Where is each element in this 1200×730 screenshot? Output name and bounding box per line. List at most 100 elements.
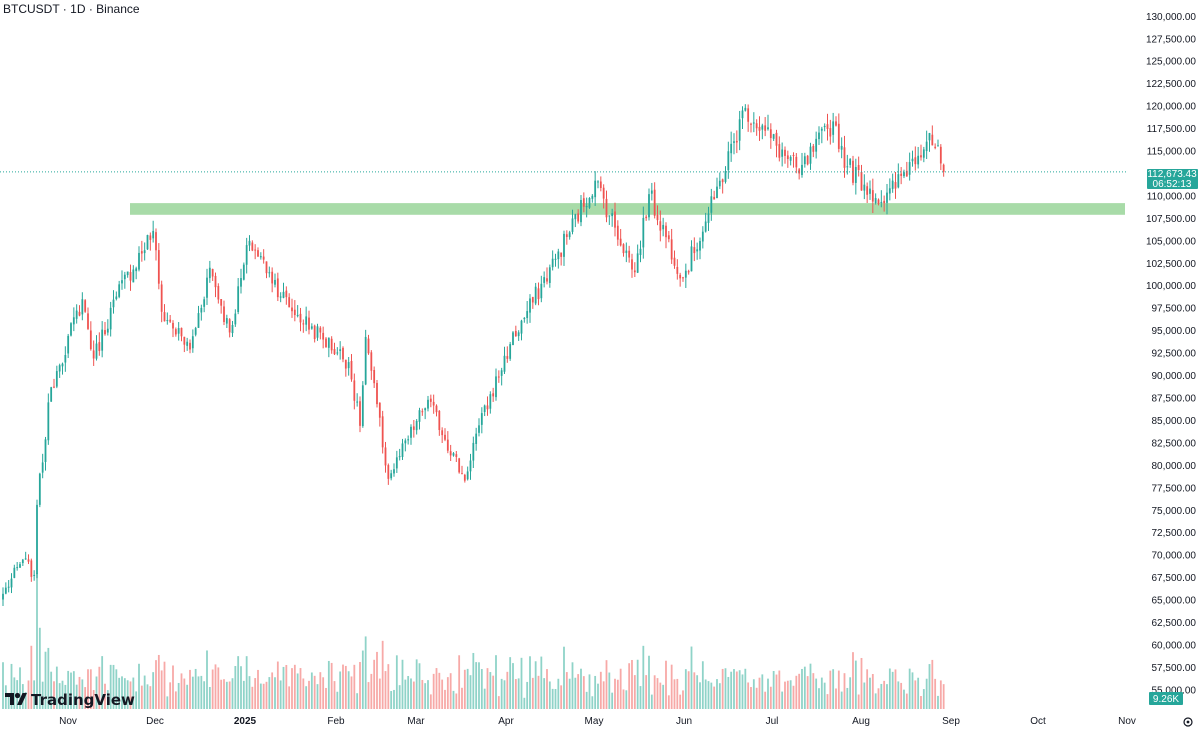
candle[interactable] — [364, 329, 367, 386]
candle[interactable] — [628, 245, 631, 263]
candle[interactable] — [565, 230, 568, 245]
candle[interactable] — [98, 332, 101, 356]
candle[interactable] — [75, 304, 78, 324]
candle[interactable] — [180, 327, 183, 342]
candle[interactable] — [840, 137, 843, 159]
candle[interactable] — [132, 265, 135, 283]
candle[interactable] — [412, 419, 415, 438]
candle[interactable] — [727, 141, 730, 179]
candle[interactable] — [801, 152, 803, 178]
candle[interactable] — [291, 298, 293, 318]
candle[interactable] — [242, 262, 245, 281]
candle[interactable] — [174, 327, 177, 337]
candle[interactable] — [563, 230, 565, 266]
candle[interactable] — [410, 424, 412, 445]
candle[interactable] — [293, 300, 296, 322]
candle[interactable] — [104, 321, 106, 336]
candle[interactable] — [449, 444, 452, 462]
candle[interactable] — [152, 220, 155, 243]
candle[interactable] — [67, 333, 70, 359]
candle[interactable] — [274, 273, 276, 288]
candle[interactable] — [118, 280, 121, 299]
candle[interactable] — [10, 573, 13, 594]
candle[interactable] — [361, 381, 364, 428]
candle[interactable] — [404, 438, 407, 452]
candle[interactable] — [871, 178, 874, 214]
candle[interactable] — [905, 161, 908, 177]
candle[interactable] — [407, 435, 410, 445]
candle[interactable] — [220, 299, 223, 314]
candle[interactable] — [7, 580, 10, 593]
candle[interactable] — [112, 290, 115, 314]
candle[interactable] — [302, 319, 305, 333]
candle[interactable] — [733, 133, 735, 155]
candle[interactable] — [50, 386, 53, 402]
candle[interactable] — [169, 315, 172, 323]
candle[interactable] — [373, 366, 376, 388]
candle[interactable] — [772, 133, 775, 141]
candle[interactable] — [806, 154, 809, 166]
candle[interactable] — [446, 431, 449, 454]
candle[interactable] — [353, 373, 356, 410]
candle[interactable] — [438, 410, 441, 436]
candle[interactable] — [939, 144, 942, 170]
candle[interactable] — [322, 326, 325, 349]
candle[interactable] — [931, 125, 934, 146]
candle[interactable] — [642, 206, 645, 259]
candle[interactable] — [920, 144, 922, 161]
candle[interactable] — [679, 272, 682, 287]
candle[interactable] — [106, 319, 109, 336]
candle[interactable] — [625, 242, 628, 263]
candle[interactable] — [750, 122, 752, 133]
candle[interactable] — [670, 228, 673, 264]
candle[interactable] — [268, 266, 271, 278]
candle[interactable] — [903, 169, 905, 179]
candle[interactable] — [520, 319, 523, 341]
candle[interactable] — [747, 104, 750, 132]
candle[interactable] — [13, 564, 16, 579]
candle[interactable] — [843, 135, 846, 178]
candle[interactable] — [384, 441, 387, 473]
candle[interactable] — [316, 323, 319, 341]
candle[interactable] — [540, 275, 543, 303]
candle[interactable] — [781, 142, 784, 167]
candle[interactable] — [44, 436, 47, 471]
candle[interactable] — [942, 163, 945, 177]
candle[interactable] — [758, 116, 761, 141]
candle[interactable] — [305, 306, 308, 332]
candle[interactable] — [21, 558, 24, 566]
candle[interactable] — [752, 112, 755, 133]
candle[interactable] — [693, 237, 696, 262]
candle[interactable] — [228, 318, 231, 338]
candle[interactable] — [523, 317, 526, 323]
candle[interactable] — [622, 243, 625, 257]
time-axis[interactable]: Nov Dec 2025 Feb Mar Apr May Jun Jul Aug Sep Oct Nov — [59, 716, 1136, 727]
candle[interactable] — [16, 561, 19, 571]
candle[interactable] — [534, 282, 537, 306]
candle[interactable] — [492, 387, 495, 402]
candle[interactable] — [189, 339, 191, 354]
candle[interactable] — [121, 270, 123, 290]
candle[interactable] — [639, 240, 642, 263]
candle[interactable] — [716, 177, 718, 199]
candle[interactable] — [602, 184, 605, 209]
candle[interactable] — [514, 325, 517, 337]
candle[interactable] — [500, 367, 503, 386]
candle[interactable] — [70, 322, 72, 337]
candle[interactable] — [251, 240, 254, 252]
candle[interactable] — [342, 346, 344, 363]
candle[interactable] — [19, 561, 21, 568]
candle[interactable] — [764, 117, 767, 137]
candle[interactable] — [160, 280, 163, 323]
candle[interactable] — [486, 396, 489, 416]
candle[interactable] — [897, 163, 900, 189]
candle[interactable] — [925, 130, 928, 159]
candle[interactable] — [435, 404, 438, 417]
candle[interactable] — [599, 176, 602, 192]
candle[interactable] — [597, 180, 599, 189]
candle[interactable] — [455, 451, 458, 462]
candle[interactable] — [191, 329, 194, 353]
candle[interactable] — [656, 205, 659, 226]
candle[interactable] — [310, 323, 313, 330]
candle[interactable] — [761, 123, 764, 140]
